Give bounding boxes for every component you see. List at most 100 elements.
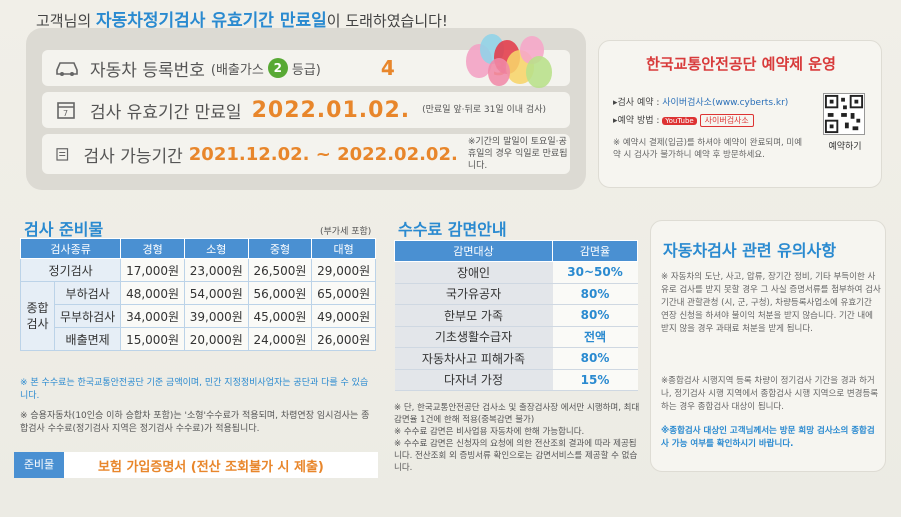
period-row: 검사 가능기간 2021.12.02. ~ 2022.02.02. ※기간의 말… (42, 134, 570, 174)
vat-note: (부가세 포함) (320, 227, 372, 237)
required-document-tag: 준비물 (14, 452, 64, 478)
reservation-note: ※ 예약시 결제(입금)를 하셔야 예약이 완료되며, 미예약 시 검사가 불가… (613, 138, 803, 160)
fee-cell: 54,000원 (183, 281, 249, 305)
reservation-card: 한국교통안전공단 예약제 운영 ▸검사 예약 : 사이버검사소(www.cybe… (598, 40, 882, 188)
table-row: 자동차사고 피해가족 80% (394, 347, 638, 370)
plate-emission-pre: (배출가스 (210, 62, 264, 78)
discount-table: 감면대상 감면율 장애인 30~50% 국가유공자 80% 한부모 가족 80% 기초… (393, 240, 638, 391)
discount-target: 기초생활수급자 (394, 326, 553, 348)
period-note: ※기간의 말일이 토요일·공휴일의 경우 익일로 만료됩니다. (467, 137, 568, 171)
fee-cell: 15,000원 (120, 327, 185, 351)
period-value: 2021.12.02. ~ 2022.02.02. (188, 143, 458, 165)
fee-cell: 48,000원 (120, 281, 185, 305)
discount-target: 국가유공자 (394, 283, 553, 305)
table-row: 기초생활수급자 전액 (394, 326, 638, 348)
discount-target: 다자녀 가정 (394, 369, 553, 391)
discount-rate: 전액 (552, 326, 638, 348)
cyberts-link[interactable]: 사이버검사소(www.cyberts.kr) (662, 98, 789, 108)
discount-rate: 80% (552, 347, 638, 370)
table-row: 다자녀 가정 15% (394, 369, 638, 391)
discount-target: 자동차사고 피해가족 (394, 347, 553, 370)
discount-target: 장애인 (394, 261, 553, 284)
reservation-title: 한국교통안전공단 예약제 운영 (646, 55, 836, 73)
reservation-line-2: ▸예약 방법 : YouTube 사이버검사소 (613, 113, 754, 127)
table-row: 장애인 30~50% (394, 261, 638, 284)
fee-cell: 34,000원 (120, 304, 185, 328)
table-row: 한부모 가족 80% (394, 304, 638, 327)
svg-text:7: 7 (63, 109, 68, 118)
fee-row-name: 무부하검사 (53, 304, 122, 328)
headline-emphasis: 자동차정기검사 유효기간 만료일 (95, 11, 327, 31)
discount-note-2: ※ 수수료 감면은 비사업용 자동차에 한해 가능합니다. (394, 427, 585, 437)
plate-label: 자동차 등록번호 (90, 60, 205, 81)
fee-row-name: 정기검사 (19, 258, 122, 282)
discount-rate: 30~50% (552, 261, 638, 284)
fee-cell: 65,000원 (311, 281, 376, 305)
fee-cell: 23,000원 (183, 258, 249, 282)
headline-post: 이 도래하였습니다! (326, 12, 448, 30)
table-row: 종합 검사 부하검사 48,000원 54,000원 56,000원 65,00… (20, 281, 376, 351)
discount-table-header: 감면대상 감면율 (393, 240, 638, 262)
emission-grade-badge: 2 (267, 58, 288, 78)
caution-paragraph-3: ※종합검사 대상인 고객님께서는 방문 희망 검사소의 종합검사 가능 여부를 … (661, 426, 875, 449)
fee-header-light: 경형 (120, 238, 185, 259)
table-row: 정기검사 17,000원 23,000원 26,500원 29,000원 (19, 258, 376, 282)
fee-cell: 26,500원 (247, 258, 313, 282)
fee-note-1: ※ 본 수수료는 한국교통안전공단 기준 금액이며, 민간 지정정비사업자는 공… (20, 378, 369, 401)
fee-note-2: ※ 승용자동차(10인승 이하 승합차 포함)는 '소형'수수료가 적용되며, … (20, 411, 370, 434)
qr-code-icon (823, 93, 865, 135)
caution-paragraph-1: ※ 자동차의 도난, 사고, 압류, 장기간 정비, 기타 부득이한 사유로 검… (661, 272, 881, 334)
calendar-icon: 7 (57, 102, 75, 119)
fee-cell: 17,000원 (120, 258, 185, 282)
discount-target: 한부모 가족 (394, 304, 553, 327)
caution-card: 자동차검사 관련 유의사항 ※ 자동차의 도난, 사고, 압류, 장기간 정비,… (650, 220, 886, 472)
discount-header-target: 감면대상 (393, 240, 554, 262)
headline-pre: 고객님의 (36, 12, 96, 30)
plate-emission-post: 등급) (291, 62, 321, 78)
prep-title: 검사 준비물 (24, 220, 104, 239)
table-row: 배출면제 15,000원 20,000원 24,000원 26,000원 (21, 327, 376, 351)
period-label: 검사 가능기간 (83, 146, 183, 167)
reservation-line-1: ▸검사 예약 : 사이버검사소(www.cyberts.kr) (613, 95, 788, 108)
fee-header-small: 소형 (183, 238, 249, 259)
expiry-row: 7 검사 유효기간 만료일 2022.01.02. (만료일 앞·뒤로 31일 … (42, 92, 570, 128)
expiry-date: 2022.01.02. (251, 97, 411, 123)
caution-title: 자동차검사 관련 유의사항 (663, 241, 837, 260)
fee-group-label: 종합 검사 (20, 281, 55, 351)
table-row: 무부하검사 34,000원 39,000원 45,000원 49,000원 (21, 304, 376, 328)
headline: 고객님의 자동차정기검사 유효기간 만료일이 도래하였습니다! (36, 6, 448, 31)
youtube-search-box: 사이버검사소 (699, 114, 754, 127)
fee-cell: 39,000원 (183, 304, 249, 328)
discount-rate: 80% (552, 304, 638, 327)
reservation-line1-label: ▸검사 예약 : (613, 98, 663, 108)
fee-header-medium: 중형 (247, 238, 313, 259)
reservation-line2-label: ▸예약 방법 : (613, 116, 663, 126)
inspection-fee-table: 검사종류 경형 소형 중형 대형 정기검사 17,000원 23,000원 26… (19, 238, 376, 351)
table-row: 국가유공자 80% (394, 283, 638, 305)
discount-rate: 80% (552, 283, 638, 305)
fee-cell: 56,000원 (247, 281, 313, 305)
fee-cell: 20,000원 (183, 327, 249, 351)
plate-digit-left: 4 (380, 56, 395, 80)
fee-cell: 26,000원 (311, 327, 376, 351)
fee-cell: 45,000원 (247, 304, 313, 328)
expiry-note: (만료일 앞·뒤로 31일 이내 검사) (422, 105, 546, 115)
discount-rate: 15% (552, 369, 638, 391)
fee-header-large: 대형 (311, 238, 376, 259)
fee-row-name: 배출면제 (53, 327, 122, 351)
fee-header-type: 검사종류 (19, 238, 122, 259)
fee-table-header: 검사종류 경형 소형 중형 대형 (19, 238, 376, 259)
required-document-text: 보험 가입증명서 (전산 조회불가 시 제출) (98, 460, 324, 475)
fee-row-name: 부하검사 (53, 281, 122, 305)
fee-cell: 24,000원 (247, 327, 313, 351)
required-document-row: 준비물 보험 가입증명서 (전산 조회불가 시 제출) (14, 452, 378, 478)
caution-paragraph-2: ※종합검사 시행지역 등록 차량이 정기검사 기간을 경과 하거나, 정기검사 … (661, 376, 879, 412)
expiry-label: 검사 유효기간 만료일 (90, 102, 242, 123)
discount-note-1: ※ 단, 한국교통안전공단 검사소 및 출장검사장 에서만 시행하며, 최대 감… (394, 403, 640, 425)
youtube-logo: YouTube (662, 117, 697, 125)
qr-label: 예약하기 (828, 142, 862, 152)
checklist-icon (56, 148, 69, 161)
fee-cell: 29,000원 (311, 258, 376, 282)
discount-title: 수수료 감면안내 (398, 220, 507, 239)
